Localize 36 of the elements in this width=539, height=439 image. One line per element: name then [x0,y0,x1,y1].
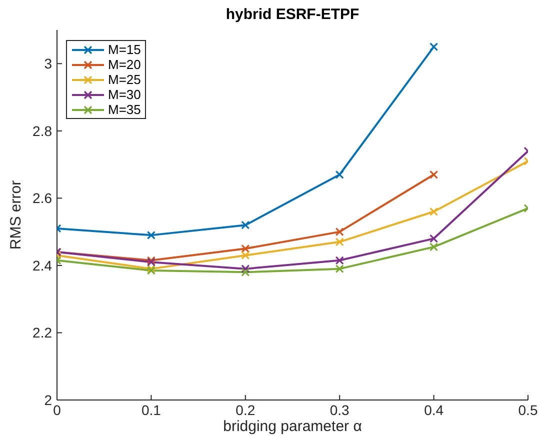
point [241,244,250,253]
point [430,234,438,243]
x-tick-label: 0.5 [518,402,538,418]
point [430,42,438,52]
chart-title: hybrid ESRF-ETPF [224,6,360,23]
legend-label: M=20 [108,57,141,72]
point [241,264,250,274]
y-tick-label: 2.6 [32,190,52,206]
x-tick-label: 0.2 [236,402,256,418]
point [430,170,438,179]
x-axis-title: bridging parameter α [222,418,363,435]
point [430,207,438,216]
y-tick-label: 2.8 [32,122,52,139]
point [241,251,250,260]
point [430,242,438,252]
point [241,268,250,276]
y-tick-label: 2.2 [32,324,52,341]
y-tick-label: 2.4 [32,257,52,274]
y-tick-label: 3 [44,56,52,72]
legend-label: M=25 [108,72,141,87]
point [241,220,250,230]
point [335,264,344,274]
y-tick-label: 2 [44,392,52,408]
x-tick-label: 0.3 [330,402,350,418]
point [335,170,344,179]
y-axis-title: RMS error [8,180,24,250]
x-tick-label: 0.4 [424,402,444,418]
legend-label: M=30 [108,87,141,102]
point [335,238,344,246]
x-tick-label: 0 [53,402,62,418]
point [335,228,344,236]
x-tick-label: 0.1 [141,402,162,418]
legend-label: M=35 [108,102,141,117]
point [146,230,156,240]
legend-label: M=15 [108,42,141,57]
point [335,256,344,265]
